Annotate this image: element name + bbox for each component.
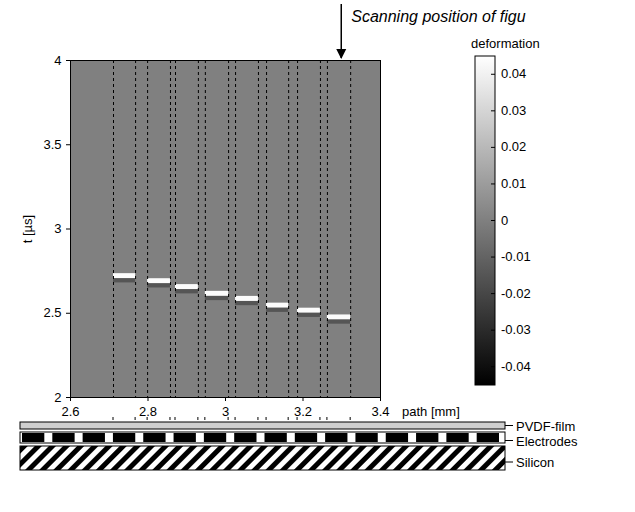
svg-text:PVDF-film: PVDF-film [516,419,575,434]
svg-text:2.8: 2.8 [139,404,157,419]
svg-text:Scanning position of figu: Scanning position of figu [351,8,525,25]
svg-text:2: 2 [54,390,61,405]
svg-text:3.2: 3.2 [294,404,312,419]
svg-text:path [mm]: path [mm] [402,404,460,419]
svg-text:3: 3 [54,221,61,236]
svg-text:4: 4 [54,53,61,68]
svg-text:3.5: 3.5 [43,137,61,152]
svg-text:0.04: 0.04 [501,66,526,81]
svg-text:Silicon: Silicon [516,455,554,470]
svg-text:2.6: 2.6 [61,404,79,419]
svg-text:0: 0 [501,213,508,228]
svg-text:-0.04: -0.04 [501,359,531,374]
svg-text:3: 3 [222,404,229,419]
svg-text:-0.02: -0.02 [501,286,531,301]
svg-text:2.5: 2.5 [43,305,61,320]
svg-text:t [µs]: t [µs] [20,215,35,243]
svg-text:Electrodes: Electrodes [516,434,578,449]
svg-text:0.03: 0.03 [501,103,526,118]
svg-text:-0.01: -0.01 [501,249,531,264]
svg-text:3.4: 3.4 [371,404,389,419]
svg-text:0.02: 0.02 [501,139,526,154]
svg-text:deformation: deformation [471,36,540,51]
svg-text:-0.03: -0.03 [501,322,531,337]
svg-text:0.01: 0.01 [501,176,526,191]
